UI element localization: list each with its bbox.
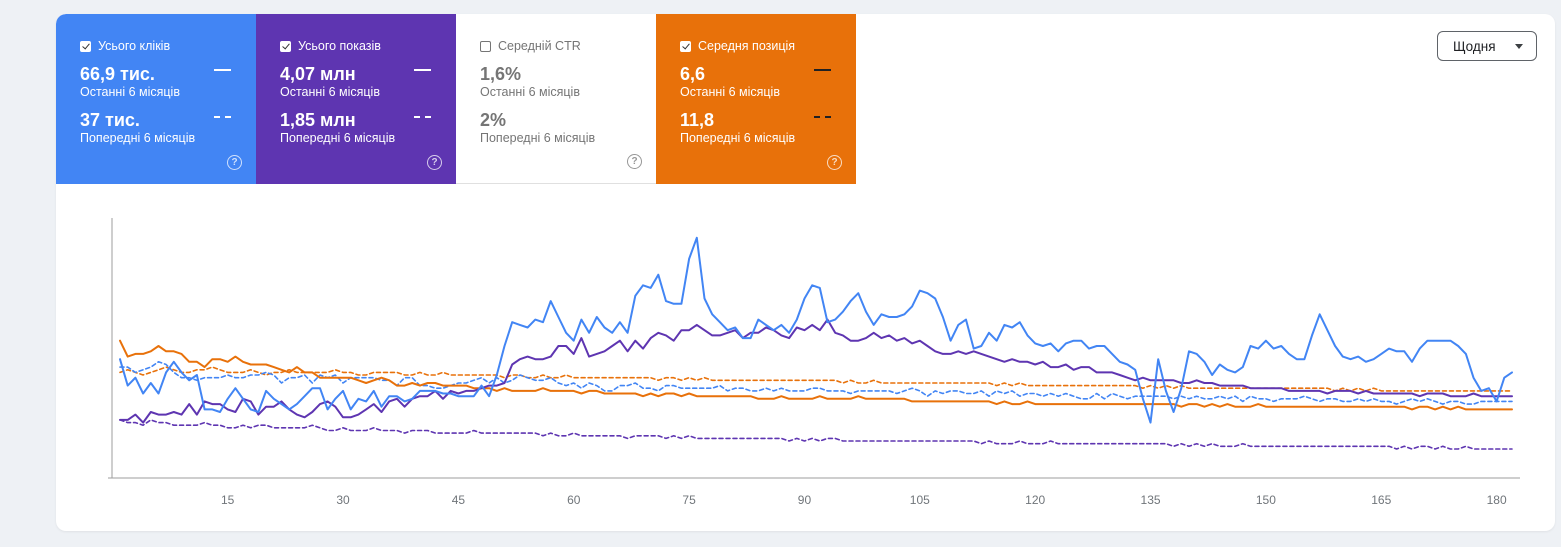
x-tick-label: 135 [1141, 493, 1161, 507]
current-period-label: Останні 6 місяців [480, 85, 580, 99]
help-circle-icon[interactable]: ? [827, 155, 842, 170]
series-line-position-previous [119, 366, 1513, 392]
current-period-label: Останні 6 місяців [80, 85, 180, 99]
performance-line-chart: 15 30 45 60 75 90 105 120 135 150 165 180 [108, 218, 1520, 507]
help-circle-icon[interactable]: ? [427, 155, 442, 170]
help-circle-icon[interactable]: ? [627, 154, 642, 169]
x-tick-label: 15 [221, 493, 235, 507]
tile-average-position[interactable]: Середня позиція 6,6 Останні 6 місяців 11… [656, 14, 856, 184]
current-value: 66,9 тис. [80, 64, 155, 84]
x-tick-label: 150 [1256, 493, 1276, 507]
tile-label: Усього кліків [98, 39, 171, 53]
series-line-clicks-current [119, 236, 1513, 424]
x-tick-label: 45 [452, 493, 466, 507]
current-period-label: Останні 6 місяців [680, 85, 780, 99]
series-line-impressions-previous [119, 419, 1513, 450]
checkbox-icon[interactable] [480, 40, 491, 52]
checkbox-icon[interactable] [680, 40, 691, 52]
metric-tiles: Усього кліків 66,9 тис. Останні 6 місяці… [56, 14, 856, 184]
previous-value: 1,85 млн [280, 110, 356, 130]
tile-total-clicks[interactable]: Усього кліків 66,9 тис. Останні 6 місяці… [56, 14, 256, 184]
current-value: 6,6 [680, 64, 706, 84]
series-line-position-current [119, 339, 1513, 411]
granularity-label: Щодня [1453, 38, 1496, 54]
chevron-down-icon [1515, 44, 1523, 49]
checkbox-icon[interactable] [280, 40, 291, 52]
x-tick-label: 165 [1371, 493, 1391, 507]
x-tick-label: 30 [336, 493, 350, 507]
previous-period-label: Попередні 6 місяців [480, 131, 596, 145]
previous-period-label: Попередні 6 місяців [680, 131, 796, 145]
tile-label: Середній CTR [498, 39, 581, 53]
tile-label: Середня позиція [698, 39, 796, 53]
solid-line-legend-icon [214, 69, 231, 71]
help-circle-icon[interactable]: ? [227, 155, 242, 170]
checkbox-icon[interactable] [80, 40, 91, 52]
current-value: 1,6% [480, 64, 522, 84]
current-value: 4,07 млн [280, 64, 356, 84]
previous-value: 37 тис. [80, 110, 140, 130]
previous-period-label: Попередні 6 місяців [80, 131, 196, 145]
dashed-line-legend-icon [214, 116, 231, 118]
x-tick-label: 120 [1025, 493, 1045, 507]
performance-card: Усього кліків 66,9 тис. Останні 6 місяці… [56, 14, 1555, 531]
dashed-line-legend-icon [414, 116, 431, 118]
tile-average-ctr[interactable]: Середній CTR 1,6% Останні 6 місяців 2% П… [456, 14, 656, 184]
x-tick-label: 75 [682, 493, 696, 507]
current-period-label: Останні 6 місяців [280, 85, 380, 99]
solid-line-legend-icon [814, 69, 831, 71]
series-line-impressions-current [119, 318, 1513, 424]
x-tick-label: 90 [798, 493, 812, 507]
x-tick-label: 180 [1487, 493, 1507, 507]
granularity-dropdown[interactable]: Щодня [1437, 31, 1537, 61]
x-tick-label: 60 [567, 493, 581, 507]
previous-period-label: Попередні 6 місяців [280, 131, 396, 145]
x-tick-label: 105 [910, 493, 930, 507]
tile-total-impressions[interactable]: Усього показів 4,07 млн Останні 6 місяці… [256, 14, 456, 184]
solid-line-legend-icon [414, 69, 431, 71]
previous-value: 2% [480, 110, 507, 130]
dashed-line-legend-icon [814, 116, 831, 118]
tile-label: Усього показів [298, 39, 381, 53]
previous-value: 11,8 [680, 110, 715, 130]
